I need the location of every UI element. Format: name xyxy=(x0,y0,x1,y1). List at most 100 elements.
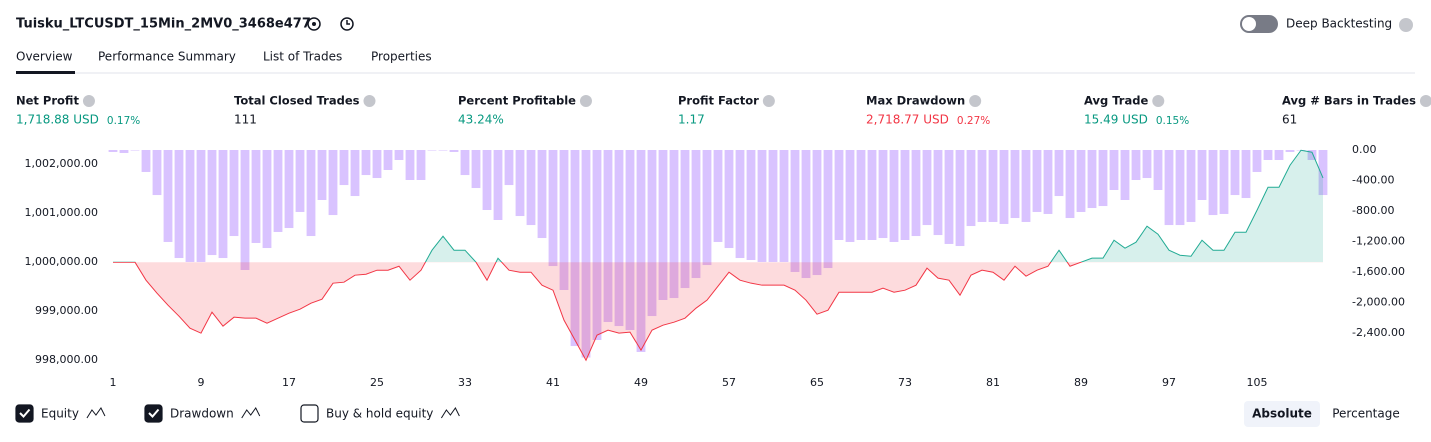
tab[interactable]: List of Trades xyxy=(263,50,342,64)
drawdown-bar xyxy=(416,150,426,180)
drawdown-bar xyxy=(1307,150,1317,160)
drawdown-bar xyxy=(1164,150,1174,226)
drawdown-bar xyxy=(966,150,976,227)
y2-tick-label: -1,600.00 xyxy=(1352,265,1405,278)
drawdown-bar xyxy=(1109,150,1119,190)
mode-button[interactable]: Absolute xyxy=(1252,407,1312,421)
legend-icon xyxy=(440,407,460,419)
tab[interactable]: Properties xyxy=(371,50,432,64)
drawdown-bar xyxy=(570,150,580,347)
drawdown-bar xyxy=(592,150,602,340)
tab[interactable]: Performance Summary xyxy=(98,50,236,64)
settings-icon[interactable] xyxy=(307,17,321,31)
checkmark xyxy=(19,408,31,418)
drawdown-bar xyxy=(889,150,899,242)
drawdown-bar xyxy=(768,150,778,262)
metric-label: Profit Factor xyxy=(678,94,759,108)
x-tick-label: 89 xyxy=(1074,376,1088,389)
info-icon xyxy=(1419,95,1431,107)
drawdown-bar xyxy=(1076,150,1086,212)
drawdown-bar xyxy=(779,150,789,262)
equity-area-below xyxy=(113,262,1323,361)
x-tick-label: 17 xyxy=(282,376,296,389)
x-tick-label: 81 xyxy=(986,376,1000,389)
drawdown-bar xyxy=(647,150,657,317)
drawdown-bar xyxy=(1197,150,1207,200)
drawdown-bar xyxy=(625,150,635,330)
drawdown-bar xyxy=(581,150,591,358)
drawdown-bar xyxy=(350,150,360,197)
drawdown-bar xyxy=(1263,150,1273,160)
tab[interactable]: Overview xyxy=(16,50,73,64)
drawdown-bar xyxy=(801,150,811,279)
x-tick-label: 9 xyxy=(198,376,205,389)
strategy-title: Tuisku_LTCUSDT_15Min_2MV0_3468e477 xyxy=(16,17,311,32)
drawdown-bar xyxy=(163,150,173,242)
drawdown-bar xyxy=(1043,150,1053,214)
checkbox[interactable] xyxy=(144,404,163,423)
checkbox[interactable] xyxy=(300,404,319,423)
y2-tick-label: -1,200.00 xyxy=(1352,235,1405,248)
drawdown-bar xyxy=(878,150,888,239)
drawdown-bar xyxy=(1131,150,1141,180)
drawdown-bar xyxy=(933,150,943,236)
drawdown-bar xyxy=(988,150,998,222)
drawdown-bar xyxy=(856,150,866,240)
equity-area-above xyxy=(425,150,1323,262)
drawdown-bar xyxy=(306,150,316,237)
y-tick-label: 1,002,000.00 xyxy=(25,157,98,170)
info-icon xyxy=(82,95,95,107)
drawdown-bar xyxy=(339,150,349,186)
toggle[interactable] xyxy=(1240,15,1278,33)
drawdown-bar xyxy=(713,150,723,242)
alert-icon[interactable] xyxy=(340,17,354,31)
metric-value: 1.17 xyxy=(678,113,705,127)
drawdown-bar xyxy=(1285,150,1295,152)
checkbox[interactable] xyxy=(15,404,34,423)
drawdown-bar xyxy=(438,150,448,151)
drawdown-bar xyxy=(372,150,382,179)
drawdown-bar xyxy=(361,150,371,176)
mode-button[interactable]: Percentage xyxy=(1332,407,1400,421)
drawdown-bar xyxy=(1175,150,1185,226)
drawdown-bar xyxy=(471,150,481,189)
y2-tick-label: -400.00 xyxy=(1352,174,1394,187)
drawdown-bar xyxy=(1208,150,1218,216)
metric-label: Total Closed Trades xyxy=(234,94,360,108)
x-tick-label: 33 xyxy=(458,376,472,389)
drawdown-bar xyxy=(460,150,470,176)
y-tick-label: 998,000.00 xyxy=(35,353,98,366)
active-tab-underline xyxy=(16,71,75,74)
help-icon xyxy=(1399,18,1413,32)
drawdown-bar xyxy=(680,150,690,289)
drawdown-bar xyxy=(636,150,646,352)
metric-label: Net Profit xyxy=(16,94,79,108)
drawdown-bar xyxy=(394,150,404,160)
drawdown-bar xyxy=(240,150,250,270)
drawdown-bar xyxy=(746,150,756,260)
drawdown-bar xyxy=(537,150,547,239)
drawdown-bar xyxy=(757,150,767,262)
drawdown-bar xyxy=(1230,150,1240,196)
drawdown-bar xyxy=(218,150,228,259)
legend-label: Drawdown xyxy=(170,407,234,421)
info-icon xyxy=(363,95,376,107)
drawdown-bar xyxy=(944,150,954,244)
y2-tick-label: -2,000.00 xyxy=(1352,296,1405,309)
drawdown-bar xyxy=(405,150,415,180)
drawdown-bar xyxy=(1186,150,1196,222)
x-tick-label: 65 xyxy=(810,376,824,389)
drawdown-bar xyxy=(174,150,184,259)
drawdown-bar xyxy=(1010,150,1020,219)
drawdown-bar xyxy=(1120,150,1130,200)
drawdown-bar xyxy=(691,150,701,279)
drawdown-bar xyxy=(614,150,624,327)
drawdown-bar xyxy=(955,150,965,247)
drawdown-bar xyxy=(383,150,393,170)
x-tick-label: 25 xyxy=(370,376,384,389)
drawdown-bar xyxy=(911,150,921,237)
drawdown-bar xyxy=(845,150,855,242)
drawdown-bar xyxy=(1021,150,1031,222)
